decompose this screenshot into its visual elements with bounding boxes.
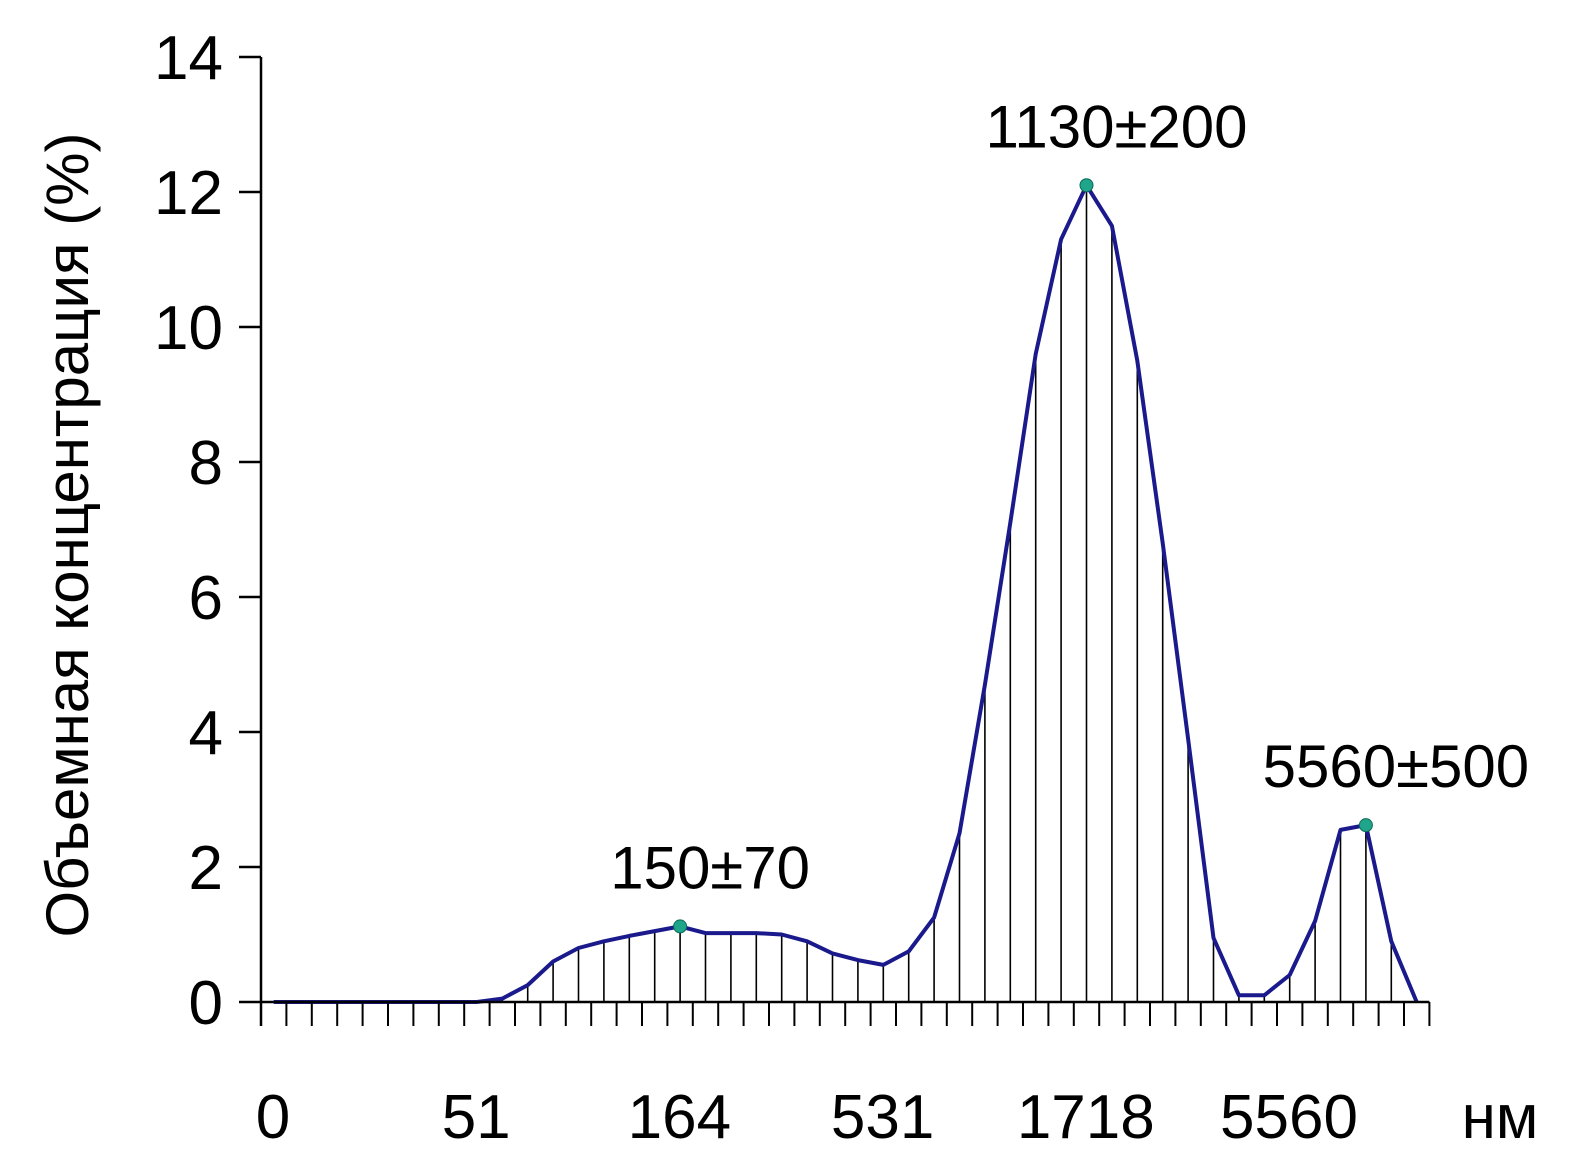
peak-markers: 150±70 1130±200 5560±500	[610, 93, 1530, 934]
y-tick-label: 12	[154, 159, 223, 228]
x-tick-label: 164	[628, 1083, 731, 1152]
x-tick-label: 0	[256, 1083, 290, 1152]
hatch-layer	[501, 185, 1393, 1002]
y-tick-label: 2	[189, 834, 223, 903]
peak-label: 1130±200	[985, 93, 1247, 160]
y-tick-label: 0	[189, 969, 223, 1038]
peak-marker	[673, 919, 688, 934]
peak-label: 5560±500	[1263, 733, 1530, 800]
x-tick-label: 5560	[1220, 1083, 1358, 1152]
peak-label: 150±70	[610, 834, 810, 901]
series-line	[273, 183, 1419, 1004]
ticks: 0 2 4 6 8 10 12 14 0 51 164 531 1718 5560	[154, 24, 1431, 1152]
x-tick-label: 51	[442, 1083, 511, 1152]
x-tick-label: 1718	[1017, 1083, 1155, 1152]
y-tick-label: 10	[154, 294, 223, 363]
peak-marker	[1079, 178, 1094, 193]
x-tick-label: 531	[831, 1083, 934, 1152]
peak-marker	[1358, 818, 1373, 833]
y-tick-label: 14	[154, 24, 223, 93]
y-tick-label: 6	[189, 564, 223, 633]
y-tick-label: 4	[189, 699, 223, 768]
axes	[259, 57, 1430, 1026]
x-axis-unit: нм	[1462, 1083, 1539, 1152]
y-axis-title: Объемная концентрация (%)	[34, 132, 101, 937]
y-tick-label: 8	[189, 429, 223, 498]
